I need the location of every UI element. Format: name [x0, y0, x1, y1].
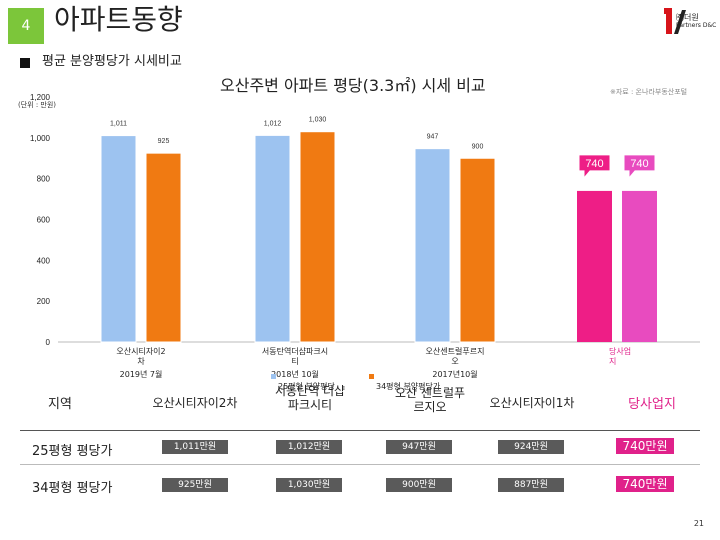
logo-subtitle: Partners D&C [676, 22, 717, 29]
table-col-4: 당사업지 [628, 397, 676, 412]
section-bullet [20, 58, 30, 68]
category-date: 2019년 7월 [120, 369, 163, 379]
table-cell: 925만원 [162, 478, 228, 492]
table-cell: 1,012만원 [276, 440, 342, 454]
table-cell-highlight: 740만원 [616, 438, 674, 454]
table-cell: 887만원 [498, 478, 564, 492]
data-label: 1,030 [309, 117, 327, 124]
y-tick-label: 1,000 [30, 134, 51, 143]
legend-swatch [271, 374, 276, 379]
company-logo [662, 4, 718, 38]
source-note: ※자료 : 온나라부동산포털 [610, 88, 688, 96]
table-divider-top [20, 430, 700, 431]
unit-note: (단위 : 만원) [18, 101, 57, 109]
y-tick-label: 600 [37, 216, 51, 225]
table-col-2: 오산 센트럴푸르지오 [394, 386, 466, 414]
bar [100, 135, 137, 343]
data-label: 1,011 [110, 121, 127, 128]
category-label: 티 [291, 357, 298, 366]
legend-label: 25평형 분양평당 [278, 381, 336, 391]
y-tick-label: 0 [46, 338, 51, 347]
category-label: 당사업 [609, 346, 631, 356]
category-label: 오 [451, 357, 458, 366]
table-cell: 1,030만원 [276, 478, 342, 492]
table-col-3: 오산시티자이1차 [489, 396, 575, 410]
page-title: 아파트동향 [54, 3, 183, 36]
y-tick-label: 1,200 [30, 93, 51, 102]
category-date: 2017년10월 [432, 369, 477, 379]
data-label: 947 [427, 134, 439, 141]
table-cell: 924만원 [498, 440, 564, 454]
legend-label: 34평형 분양평당가 [376, 381, 441, 391]
data-label-callout [578, 154, 611, 180]
table-header-region: 지역 [48, 397, 72, 412]
category-date: 2018년 10월 [271, 369, 319, 379]
chart-title: 오산주변 아파트 평당(3.3㎡) 시세 비교 [220, 76, 486, 95]
y-tick-label: 800 [37, 175, 51, 184]
category-label: 오산센트럴푸르지 [426, 346, 485, 356]
bar [459, 157, 496, 343]
section-title: 평균 분양평당가 시세비교 [42, 54, 182, 69]
table-row-label: 25평형 평당가 [32, 444, 113, 459]
data-label: 740 [630, 158, 648, 170]
table-row-label: 34평형 평당가 [32, 481, 113, 496]
category-label: 서동탄역더샵파크시 [262, 346, 328, 356]
bar [414, 148, 451, 343]
page-number: 21 [693, 519, 704, 528]
data-label: 900 [472, 143, 484, 150]
logo-mark-icon [664, 8, 686, 34]
data-label: 1,012 [264, 120, 282, 127]
data-label: 740 [585, 158, 603, 170]
bar-chart: 0 200 400 600 800 1,000 1,200 1,011 925 오산시티자이2차 2… [30, 93, 700, 391]
table-divider-mid [20, 464, 700, 465]
table-cell-highlight: 740만원 [616, 476, 674, 492]
table-col-0: 오산시티자이2차 [152, 396, 238, 410]
y-tick-label: 400 [37, 256, 51, 265]
table-cell: 1,011만원 [162, 440, 228, 454]
bar [577, 190, 612, 342]
page-badge: 4 [8, 8, 44, 44]
category-label: 차 [137, 357, 145, 366]
category-label: 오산시티자이2 [116, 346, 165, 356]
data-label: 925 [158, 138, 170, 145]
category-label: 지 [609, 357, 616, 366]
table-col-1: 서동탄역 더샵파크시티 [274, 384, 346, 412]
bar [145, 152, 182, 343]
comparison-table: 지역 오산시티자이2차 서동탄역 더샵파크시티 오산 센트럴푸르지오 오산시티자… [20, 384, 700, 508]
logo-name: ㈜더원 [676, 13, 699, 22]
table-cell: 947만원 [386, 440, 452, 454]
data-label-callout [623, 154, 656, 180]
legend-swatch [369, 374, 374, 379]
bar [254, 134, 291, 343]
table-cell: 900만원 [386, 478, 452, 492]
bar [299, 131, 336, 343]
y-tick-label: 200 [37, 297, 51, 306]
bar [622, 190, 657, 342]
